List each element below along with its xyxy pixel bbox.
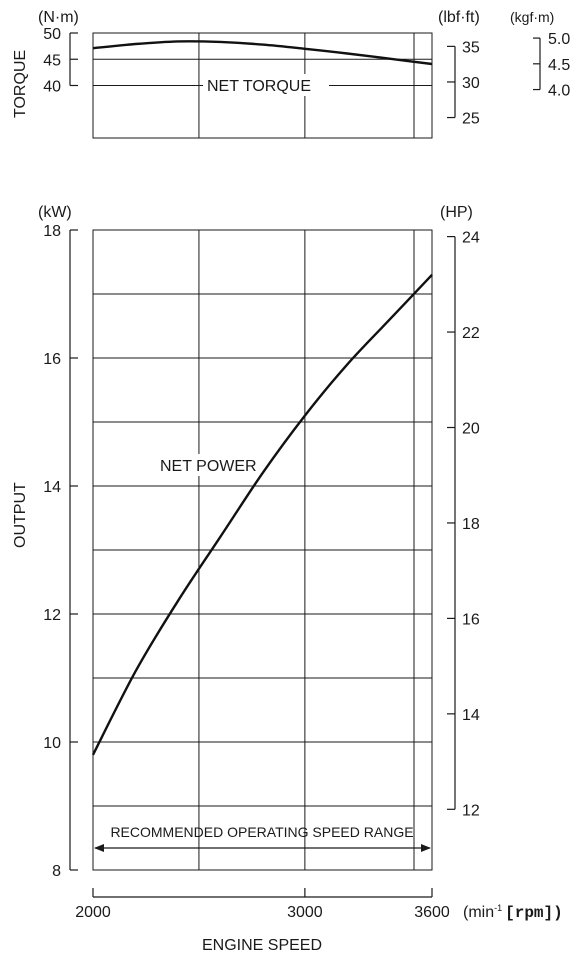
x-axis-unit: (min-1 [rpm]) [463, 903, 563, 922]
range-arrow-left-head [94, 844, 104, 852]
power-tick-label-hp: 14 [462, 707, 480, 724]
torque-tick-label-nm: 45 [43, 52, 61, 69]
power-tick-label-kw: 16 [43, 351, 61, 368]
net-torque-label-bg [203, 74, 329, 96]
torque-tick-label-nm: 40 [43, 79, 61, 96]
torque-tick-label-kgfm: 4.5 [548, 57, 570, 74]
range-arrow-right-head [421, 844, 431, 852]
x-tick-label: 3600 [414, 904, 450, 921]
torque-tick-label-lbfft: 30 [462, 75, 480, 92]
output-axis-label: OUTPUT [12, 482, 29, 548]
torque-tick-label-kgfm: 4.0 [548, 83, 570, 100]
power-tick-label-kw: 10 [43, 735, 61, 752]
power-tick-label-kw: 14 [43, 479, 61, 496]
net-torque-line [92, 40, 433, 66]
power-tick-label-kw: 8 [52, 863, 61, 880]
net-power-line [91, 273, 433, 756]
x-tick-label: 3000 [287, 904, 323, 921]
x-axis-title: ENGINE SPEED [202, 937, 322, 954]
x-tick-label: 2000 [75, 904, 111, 921]
power-tick-label-hp: 12 [462, 802, 480, 819]
marks-layer: 50 45 40 35 30 25 5.0 4.5 4.0 18 16 14 12 10 8 24 22 20 18… [43, 26, 570, 921]
torque-unit-kgfm: (kgf·m) [510, 9, 554, 25]
net-power-label-bg [156, 454, 262, 476]
torque-axis-label: TORQUE [12, 50, 29, 118]
output-unit-hp: (HP) [440, 204, 473, 221]
torque-tick-label-lbfft: 35 [462, 39, 480, 56]
power-tick-label-kw: 12 [43, 607, 61, 624]
recommended-range-label: RECOMMENDED OPERATING SPEED RANGE [110, 824, 413, 840]
output-unit-kw: (kW) [38, 204, 72, 221]
torque-unit-lbfft: (lbf·ft) [438, 9, 480, 26]
power-tick-label-hp: 20 [462, 421, 480, 438]
grid-layer [69, 32, 541, 898]
power-tick-label-hp: 24 [462, 230, 480, 247]
torque-tick-label-nm: 50 [43, 26, 61, 43]
torque-unit-nm: (N·m) [38, 9, 79, 26]
power-tick-label-hp: 22 [462, 325, 480, 342]
torque-tick-label-lbfft: 25 [462, 111, 480, 128]
net-torque-label: NET TORQUE [207, 78, 311, 95]
net-power-label: NET POWER [160, 458, 257, 475]
power-tick-label-hp: 16 [462, 611, 480, 628]
power-tick-label-hp: 18 [462, 516, 480, 533]
torque-tick-label-kgfm: 5.0 [548, 31, 570, 48]
power-tick-label-kw: 18 [43, 223, 61, 240]
